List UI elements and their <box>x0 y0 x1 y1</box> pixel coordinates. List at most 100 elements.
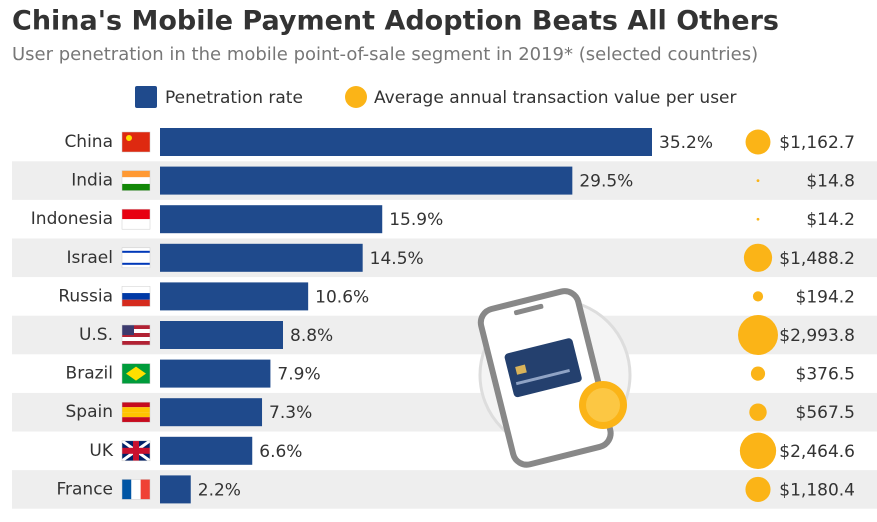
flag <box>122 262 150 265</box>
chart-title: China's Mobile Payment Adoption Beats Al… <box>12 6 779 37</box>
flag <box>122 299 150 307</box>
bubble <box>752 291 764 302</box>
bar <box>160 398 263 427</box>
flag <box>122 337 150 341</box>
flag-border <box>121 286 151 307</box>
category-label: India <box>71 171 113 191</box>
flag-border <box>121 324 151 346</box>
bubble <box>739 432 777 469</box>
chart-subtitle: User penetration in the mobile point-of-… <box>12 44 758 65</box>
flag <box>122 417 150 423</box>
bubble-value-label: $376.5 <box>796 365 855 385</box>
row-band <box>12 315 877 355</box>
row-band <box>12 392 877 432</box>
bubble-value-label: $14.8 <box>806 172 855 192</box>
flag <box>122 341 150 345</box>
category-label: China <box>64 132 113 152</box>
bar-value-label: 7.9% <box>277 365 320 385</box>
bar <box>160 243 363 272</box>
category-label: Indonesia <box>31 209 113 229</box>
row-band <box>12 470 877 509</box>
flag <box>122 209 150 220</box>
flag <box>122 407 150 413</box>
bar <box>160 282 309 311</box>
flag <box>122 479 132 500</box>
bubble-value-label: $194.2 <box>796 287 855 307</box>
category-label: Brazil <box>66 364 113 384</box>
flag <box>140 479 150 500</box>
bubble <box>756 217 760 221</box>
bubble <box>745 476 771 502</box>
category-label: Spain <box>66 402 114 422</box>
row-bands <box>12 161 877 509</box>
flag-border <box>121 440 151 462</box>
bubble-value-label: $1,162.7 <box>779 133 855 153</box>
flag <box>122 219 150 230</box>
flag <box>122 402 150 408</box>
flag <box>122 132 150 152</box>
bubble <box>749 403 767 421</box>
bubble-value-label: $14.2 <box>806 210 855 230</box>
bubble-value-label: $2,464.6 <box>779 442 855 462</box>
category-label: Israel <box>67 248 113 268</box>
bar-value-label: 15.9% <box>389 210 443 230</box>
flag <box>122 293 150 300</box>
flag-border <box>121 401 151 423</box>
bar <box>160 475 191 504</box>
flag <box>122 286 150 294</box>
row-band <box>12 238 877 278</box>
bubble-value-label: $567.5 <box>796 403 855 423</box>
legend-swatch <box>345 86 367 108</box>
phone-illustration <box>477 288 632 468</box>
legend-label: Penetration rate <box>165 88 303 108</box>
legend-swatch <box>135 86 157 108</box>
flag <box>122 183 150 191</box>
bubble <box>750 366 766 381</box>
flag <box>126 135 132 141</box>
category-label: U.S. <box>79 325 113 345</box>
flag <box>122 412 150 418</box>
bubble-value-label: $1,488.2 <box>779 249 855 269</box>
category-label: Russia <box>58 286 113 306</box>
flag <box>122 250 150 253</box>
legend-label: Average annual transaction value per use… <box>374 88 737 108</box>
bubble-value-label: $1,180.4 <box>779 480 855 500</box>
bar-value-label: 35.2% <box>659 133 713 153</box>
category-label: France <box>56 479 113 499</box>
flag <box>122 325 150 329</box>
bar-value-label: 8.8% <box>290 326 333 346</box>
bar-value-label: 29.5% <box>579 172 633 192</box>
bar <box>160 321 283 349</box>
bar <box>160 205 383 234</box>
flag-border <box>121 363 151 384</box>
bar <box>160 128 652 156</box>
flag <box>131 479 141 500</box>
bubble <box>756 179 760 183</box>
flag-border <box>121 208 151 230</box>
flag <box>122 177 150 184</box>
bar <box>160 166 573 195</box>
flag <box>122 447 150 454</box>
flag <box>122 329 150 333</box>
flag-border <box>121 170 151 191</box>
bar-value-label: 10.6% <box>315 287 369 307</box>
bar-value-label: 14.5% <box>370 249 424 269</box>
bar-value-label: 2.2% <box>198 480 241 500</box>
bar <box>160 359 271 388</box>
flag <box>122 325 134 335</box>
category-label: UK <box>89 441 113 461</box>
flag <box>122 170 150 178</box>
bar-value-label: 6.6% <box>259 442 302 462</box>
flag-border <box>121 479 151 500</box>
flag-border <box>121 131 151 153</box>
bubble-value-label: $2,993.8 <box>779 326 855 346</box>
flag-border <box>121 247 151 269</box>
flag <box>122 333 150 337</box>
bubble <box>743 243 773 272</box>
bar <box>160 436 253 465</box>
bubble <box>745 129 771 155</box>
bar-value-label: 7.3% <box>269 403 312 423</box>
flag <box>126 366 146 381</box>
bubble <box>738 315 778 355</box>
